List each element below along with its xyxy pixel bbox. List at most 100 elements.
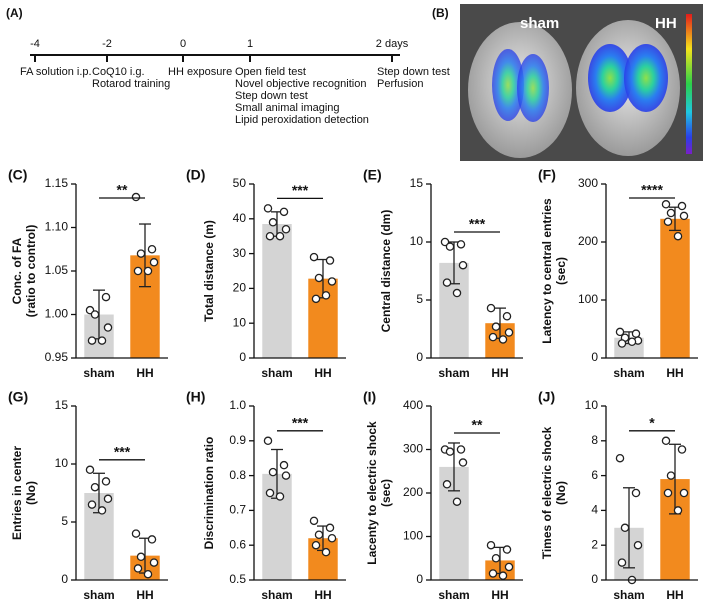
y-tick-label: 300 xyxy=(578,176,598,190)
timeline-event: CoQ10 i.g. xyxy=(92,66,145,78)
y-axis-label: (sec) xyxy=(379,479,393,507)
data-point xyxy=(673,231,683,241)
x-tick-label: sham xyxy=(83,588,114,602)
image-label: HH xyxy=(655,15,677,32)
y-axis-label: Central distance (dm) xyxy=(379,210,393,333)
significance-label: ** xyxy=(117,182,128,198)
data-point xyxy=(445,242,455,251)
y-tick-label: 200 xyxy=(578,234,598,248)
y-axis-label: (ratio to control) xyxy=(24,225,38,318)
y-tick-label: 40 xyxy=(233,211,247,225)
data-point xyxy=(149,258,159,267)
data-point xyxy=(452,288,462,298)
data-point xyxy=(498,335,508,344)
significance-label: * xyxy=(649,415,655,431)
data-point xyxy=(442,480,452,489)
data-point xyxy=(143,569,153,579)
data-point xyxy=(615,453,625,463)
timeline-event: Perfusion xyxy=(377,78,423,90)
data-point xyxy=(661,200,671,209)
data-point xyxy=(486,303,496,313)
panel-label: (A) xyxy=(6,6,23,20)
timeline-event: Open field test xyxy=(235,66,306,78)
data-point xyxy=(673,506,683,515)
data-point xyxy=(620,523,630,533)
data-point xyxy=(440,237,450,247)
timeline-event: Step down test xyxy=(377,66,450,78)
y-tick-label: 100 xyxy=(403,529,423,543)
y-tick-label: 50 xyxy=(233,176,247,190)
data-point xyxy=(663,217,673,226)
timeline-label: -2 xyxy=(102,38,112,50)
y-tick-label: 4 xyxy=(591,503,598,517)
y-axis-label: Conc. of FA xyxy=(10,237,24,304)
timeline-event: Novel objective recognition xyxy=(235,78,366,90)
data-point xyxy=(311,294,321,304)
y-tick-label: 10 xyxy=(585,398,599,412)
data-point xyxy=(281,471,291,480)
data-point xyxy=(133,564,143,573)
y-tick-label: 30 xyxy=(233,246,247,260)
x-tick-label: sham xyxy=(261,366,292,380)
data-point xyxy=(666,471,676,480)
data-point xyxy=(101,292,111,302)
significance-label: *** xyxy=(114,444,131,460)
y-tick-label: 200 xyxy=(403,485,423,499)
y-tick-label: 0.7 xyxy=(229,503,246,517)
x-tick-label: HH xyxy=(491,366,508,380)
y-axis-label: Entries in center xyxy=(10,446,24,540)
data-point xyxy=(131,192,141,202)
y-axis-label: Discrimination ratio xyxy=(202,437,216,550)
data-point xyxy=(458,458,468,467)
y-tick-label: 0 xyxy=(416,572,423,586)
data-point xyxy=(677,445,687,454)
x-tick-label: HH xyxy=(491,588,508,602)
data-point xyxy=(445,447,455,456)
y-tick-label: 1.10 xyxy=(45,220,69,234)
y-tick-label: 5 xyxy=(416,292,423,306)
data-point xyxy=(143,266,153,276)
data-point xyxy=(314,530,324,540)
data-point xyxy=(663,488,673,498)
data-point xyxy=(87,500,97,509)
x-tick-label: sham xyxy=(83,366,114,380)
x-tick-label: sham xyxy=(438,366,469,380)
data-point xyxy=(502,311,512,321)
y-tick-label: 1.0 xyxy=(229,398,246,412)
panel-label: (J) xyxy=(538,389,555,405)
data-point xyxy=(679,211,689,221)
imaging-panel: sham HH xyxy=(460,4,703,161)
data-point xyxy=(279,460,289,470)
significance-label: *** xyxy=(469,216,486,232)
data-point xyxy=(488,569,498,578)
data-point xyxy=(617,339,627,348)
data-point xyxy=(679,488,689,498)
x-tick-label: sham xyxy=(613,588,644,602)
data-point xyxy=(101,477,111,486)
data-point xyxy=(627,337,637,347)
x-tick-label: sham xyxy=(613,366,644,380)
y-axis-label: Latency to central entries xyxy=(540,198,554,344)
data-point xyxy=(265,231,275,241)
data-point xyxy=(97,506,107,515)
significance-label: *** xyxy=(292,182,309,198)
data-point xyxy=(504,328,514,337)
timeline-event: Rotarod training xyxy=(92,78,170,90)
data-point xyxy=(97,336,107,345)
data-point xyxy=(321,291,331,300)
data-point xyxy=(103,323,113,332)
data-point xyxy=(87,336,97,345)
data-point xyxy=(442,278,452,287)
y-tick-label: 100 xyxy=(578,292,598,306)
panel-label: (H) xyxy=(186,389,205,405)
data-point xyxy=(486,540,496,550)
y-tick-label: 20 xyxy=(233,281,247,295)
data-point xyxy=(85,465,95,475)
y-tick-label: 6 xyxy=(591,468,598,482)
x-tick-label: HH xyxy=(666,366,683,380)
data-point xyxy=(136,552,146,562)
y-tick-label: 0 xyxy=(591,350,598,364)
x-tick-label: sham xyxy=(261,588,292,602)
data-point xyxy=(661,436,671,446)
